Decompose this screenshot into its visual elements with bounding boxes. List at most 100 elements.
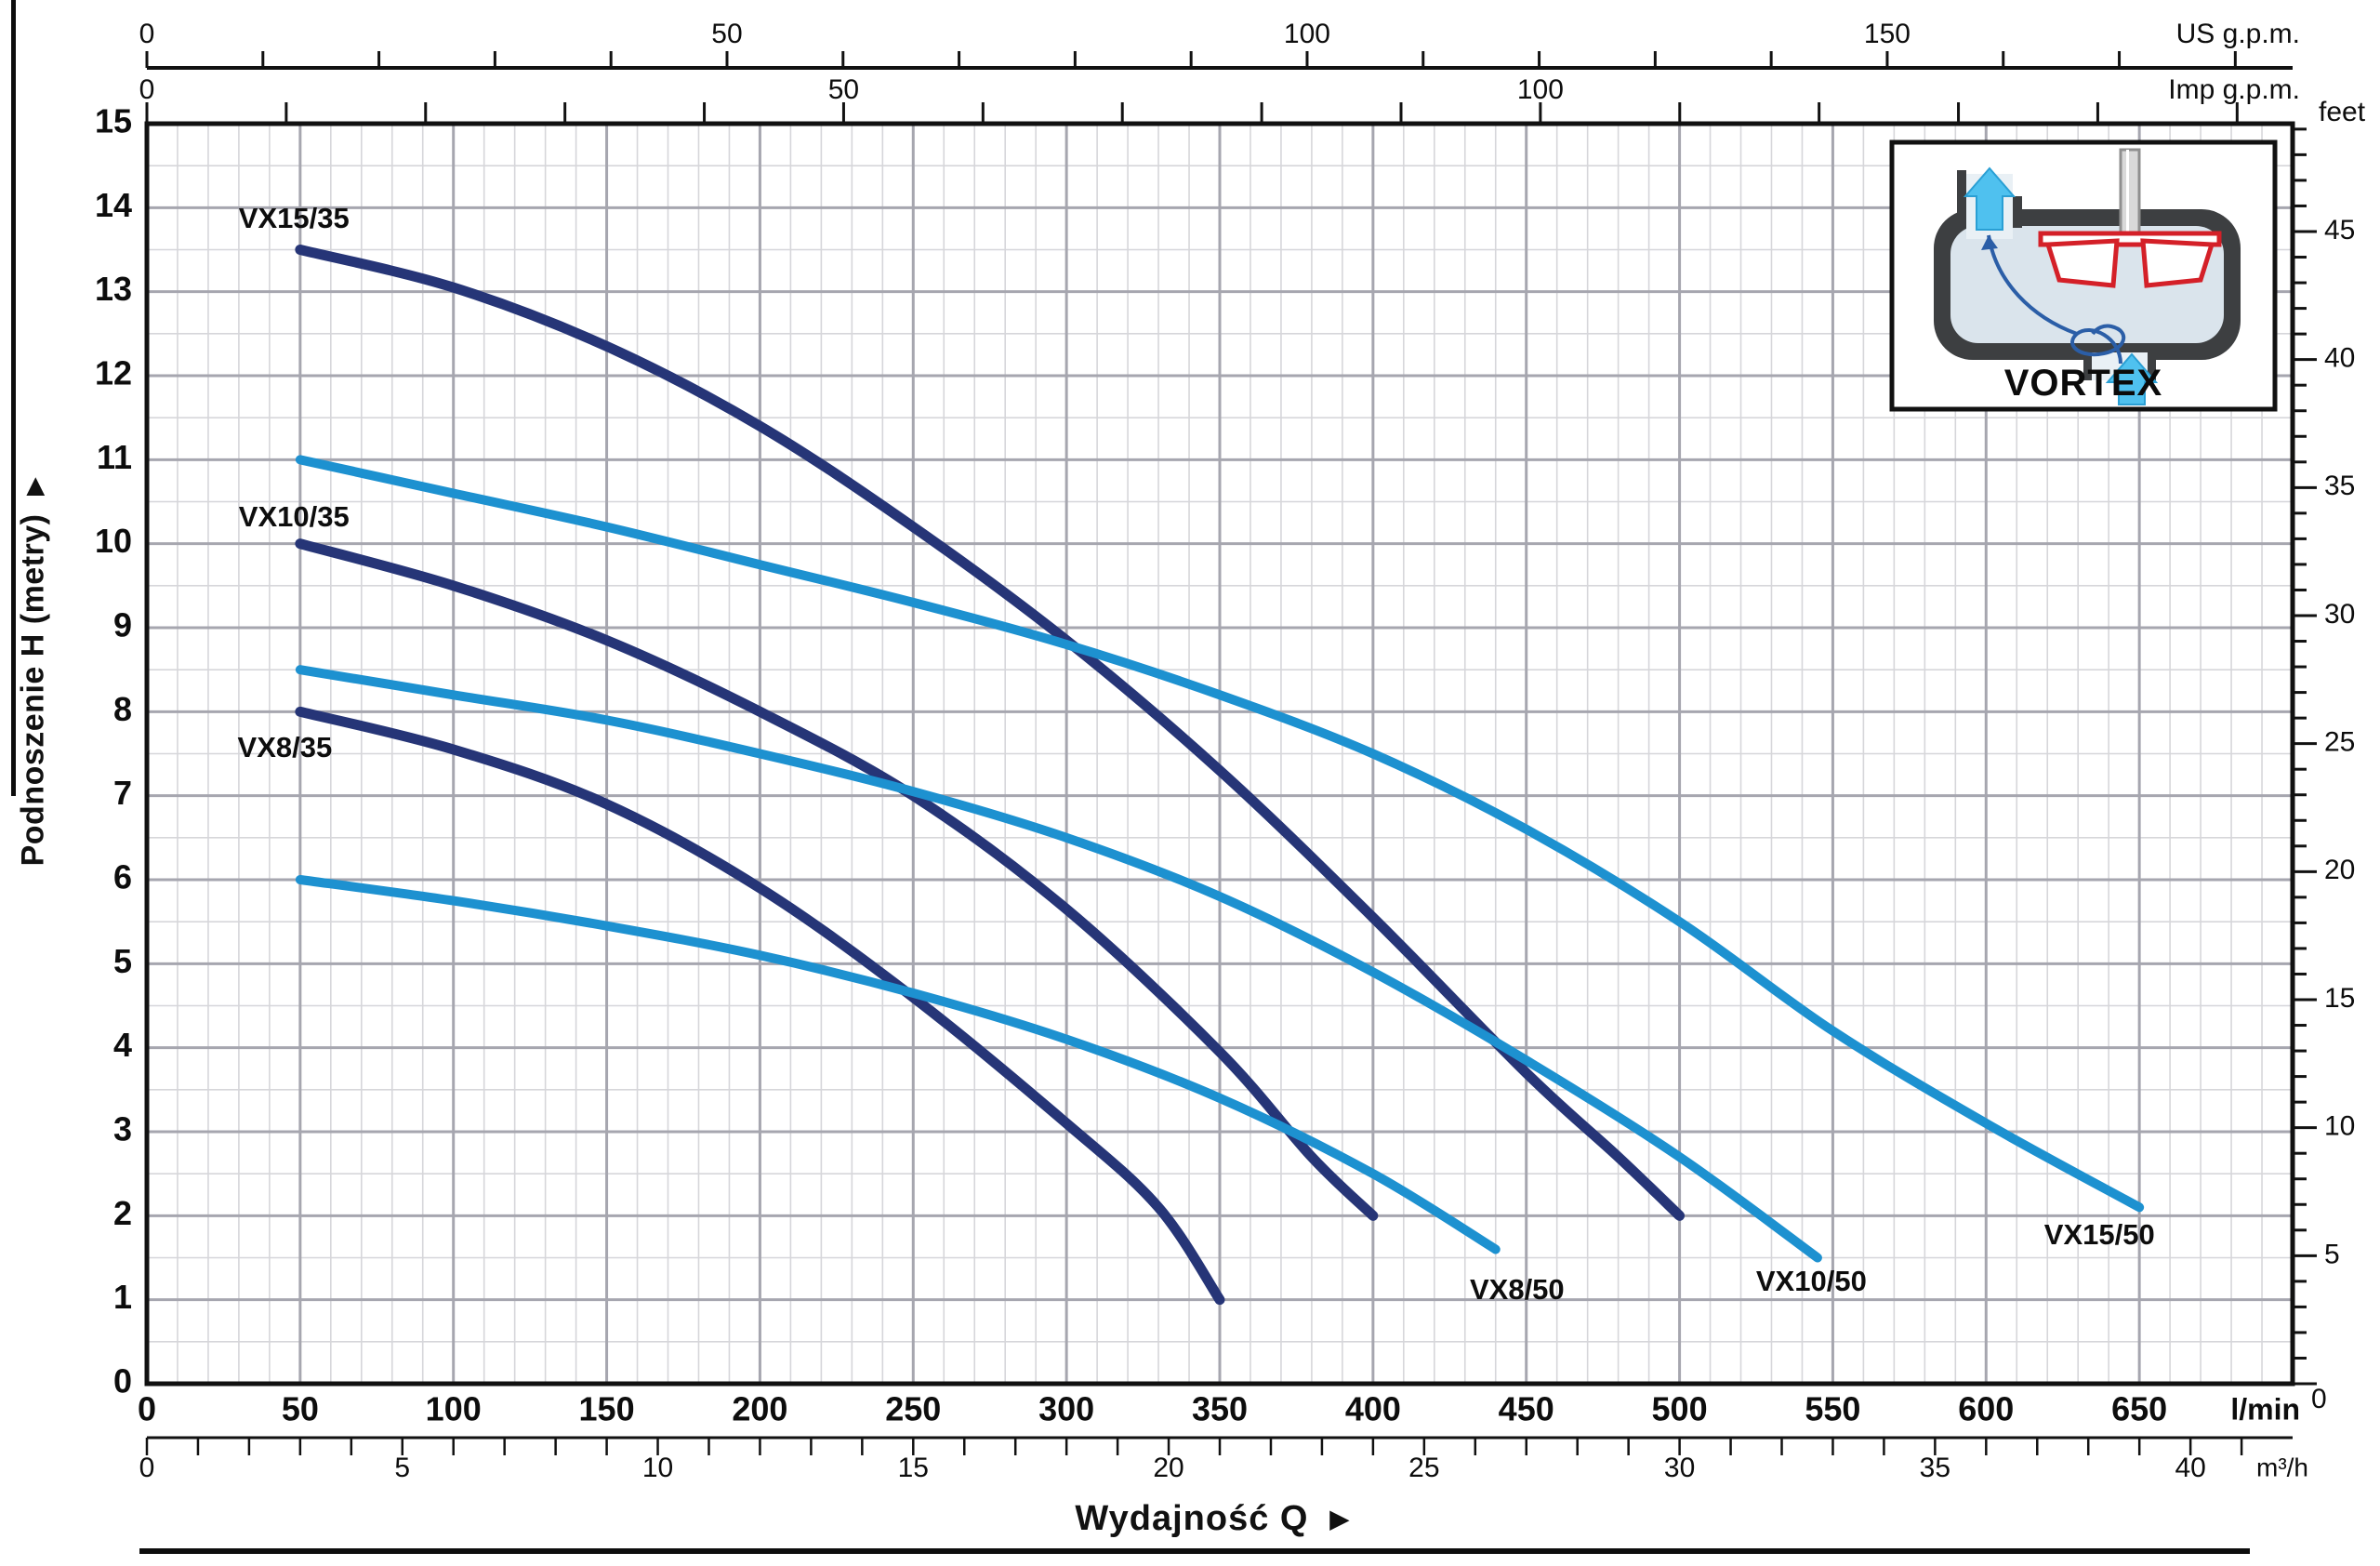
lmin-tick-label: 650 <box>2111 1390 2167 1428</box>
feet-tick-label: 40 <box>2324 343 2355 374</box>
lmin-tick-label: 150 <box>579 1390 635 1428</box>
metre-tick-label: 0 <box>113 1362 132 1400</box>
outlet-wall-right <box>2013 196 2022 228</box>
lmin-tick-label: 450 <box>1499 1390 1554 1428</box>
imp-gpm-tick-label: 100 <box>1517 74 1564 105</box>
metre-tick-label: 4 <box>113 1026 132 1064</box>
m3h-tick-label: 10 <box>642 1453 673 1483</box>
axis-imp-gpm: 0 50 100 Imp g.p.m. <box>139 74 2300 124</box>
us-gpm-tick-label: 150 <box>1864 19 1911 49</box>
lmin-tick-label: 400 <box>1345 1390 1401 1428</box>
m3h-tick-label: 20 <box>1153 1453 1183 1483</box>
us-gpm-unit-label: US g.p.m. <box>2176 19 2300 49</box>
feet-tick-label: 20 <box>2324 855 2355 885</box>
m3h-tick-label: 35 <box>1920 1453 1950 1483</box>
plot-border <box>144 121 2295 1387</box>
page-edge-line <box>11 0 16 796</box>
curve-VX8-50 <box>295 875 1501 1254</box>
metre-tick-label: 8 <box>113 690 132 728</box>
flow-arrowhead <box>1981 235 1998 250</box>
curve-VX15-50 <box>295 455 2145 1213</box>
lmin-unit-label: l/min <box>2230 1392 2300 1426</box>
lmin-tick-label: 550 <box>1805 1390 1860 1428</box>
y-axis-title: Podnoszenie H (metry) ▶ <box>16 338 52 1007</box>
lmin-tick-label: 50 <box>282 1390 319 1428</box>
vortex-inset <box>1889 139 2278 412</box>
curve-VX10-50 <box>295 665 1822 1263</box>
metre-tick-label: 3 <box>113 1110 132 1148</box>
inlet-wall-right <box>2148 352 2156 380</box>
us-gpm-tick-label: 0 <box>139 19 155 49</box>
up-arrow-icon: ▶ <box>21 477 47 496</box>
feet-tick-label: 15 <box>2324 983 2355 1014</box>
lmin-tick-label: 600 <box>1958 1390 2014 1428</box>
us-gpm-tick-label: 100 <box>1284 19 1330 49</box>
bottom-rule <box>139 1548 2250 1554</box>
impeller-blade-left <box>2044 238 2120 288</box>
impeller-blade-right <box>2140 238 2215 288</box>
imp-gpm-tick-label: 0 <box>139 74 155 105</box>
metre-tick-label: 14 <box>95 186 132 224</box>
curve-label-VX8-35: VX8/35 <box>238 731 333 763</box>
feet-tick-label: 35 <box>2324 471 2355 501</box>
us-gpm-tick-label: 50 <box>711 19 742 49</box>
metre-tick-label: 10 <box>95 522 132 560</box>
metre-tick-label: 13 <box>95 270 132 308</box>
x-axis-title: Wydajność Q ▶ <box>887 1499 1538 1539</box>
metre-tick-label: 9 <box>113 606 132 644</box>
curve-VX15-35 <box>295 245 1686 1221</box>
metre-tick-label: 15 <box>95 102 132 140</box>
curve-label-VX15-50: VX15/50 <box>2044 1218 2155 1251</box>
feet-tick-label: 45 <box>2324 215 2355 246</box>
y-axis-title-text: Podnoszenie H (metry) <box>15 513 51 867</box>
metre-tick-label: 11 <box>97 438 132 476</box>
m3h-tick-label: 30 <box>1664 1453 1695 1483</box>
curve-label-VX10-35: VX10/35 <box>239 500 350 533</box>
feet-tick-label: 10 <box>2324 1111 2355 1142</box>
m3h-tick-label: 40 <box>2175 1453 2205 1483</box>
flow-path <box>1987 234 2078 336</box>
inlet-wall-left <box>2083 352 2092 380</box>
axis-us-gpm: 0 50 100 150 US g.p.m. <box>139 19 2300 70</box>
imp-gpm-unit-label: Imp g.p.m. <box>2168 74 2300 105</box>
feet-tick-label: 0 <box>2311 1384 2327 1414</box>
curve-label-VX15-35: VX15/35 <box>239 202 350 234</box>
axis-feet: 5 10 15 20 25 30 35 40 45 0 feet <box>2294 97 2366 1414</box>
x-axis-title-text: Wydajność Q <box>1075 1499 1309 1538</box>
lmin-tick-label: 350 <box>1192 1390 1248 1428</box>
outlet-wall-left <box>1957 170 1966 228</box>
metre-tick-label: 5 <box>113 942 132 980</box>
m3h-tick-label: 5 <box>394 1453 410 1483</box>
flow-swirl <box>2070 324 2126 365</box>
metre-tick-label: 6 <box>113 858 132 896</box>
feet-tick-label: 5 <box>2324 1239 2340 1269</box>
axis-m3h: 0 5 10 15 20 25 30 35 40 m³/h <box>139 1436 2308 1483</box>
inlet-arrow-icon <box>2105 352 2159 405</box>
lmin-tick-label: 0 <box>138 1390 156 1428</box>
m3h-tick-label: 25 <box>1408 1453 1439 1483</box>
lmin-tick-label: 300 <box>1038 1390 1094 1428</box>
pump-shaft <box>2119 148 2141 245</box>
m3h-tick-label: 15 <box>898 1453 929 1483</box>
axis-lmin: 0 50 100 150 200 250 300 350 400 450 500 550 600 650 l… <box>138 1390 2300 1428</box>
right-arrow-icon: ▶ <box>1329 1505 1350 1533</box>
pump-shaft-highlight <box>2126 150 2129 243</box>
m3h-unit-label: m³/h <box>2256 1453 2308 1481</box>
m3h-tick-label: 0 <box>139 1453 155 1483</box>
lmin-tick-label: 250 <box>885 1390 941 1428</box>
curve-label-VX10-50: VX10/50 <box>1756 1265 1867 1297</box>
outlet-arrow-icon <box>1963 166 2016 231</box>
curves: VX15/35 VX10/35 VX8/35 VX15/50 VX10/50 VX8/50 <box>238 202 2155 1306</box>
metre-tick-label: 7 <box>113 774 132 812</box>
metre-tick-label: 12 <box>95 354 132 392</box>
feet-tick-label: 25 <box>2324 727 2355 758</box>
feet-unit-label: feet <box>2319 97 2366 127</box>
lmin-tick-label: 200 <box>732 1390 787 1428</box>
lmin-tick-label: 100 <box>426 1390 482 1428</box>
curve-VX8-35 <box>295 706 1225 1306</box>
feet-tick-label: 30 <box>2324 599 2355 630</box>
curve-label-VX8-50: VX8/50 <box>1470 1273 1565 1306</box>
